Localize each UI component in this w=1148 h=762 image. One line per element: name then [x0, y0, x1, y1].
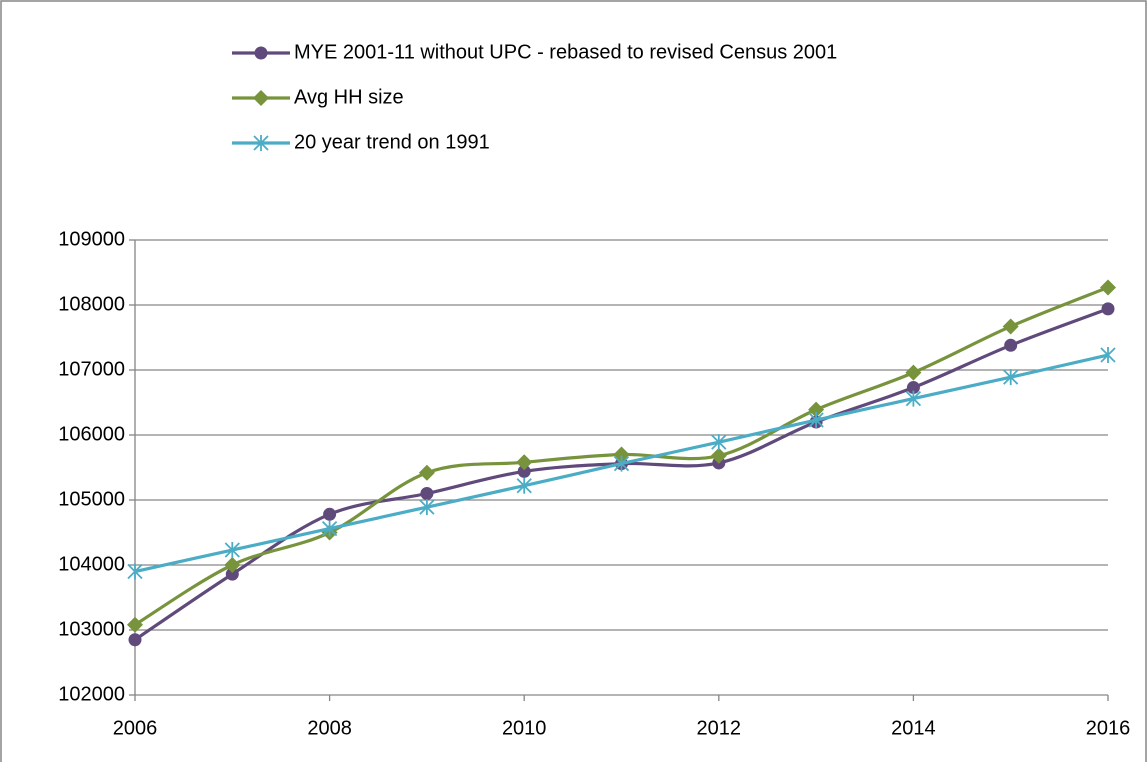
marker: [613, 455, 630, 472]
marker: [254, 46, 268, 60]
y-tick-label: 109000: [58, 228, 125, 250]
marker: [1003, 369, 1019, 386]
marker: [905, 390, 922, 407]
marker: [710, 447, 727, 464]
marker: [711, 434, 727, 451]
marker: [1004, 338, 1018, 352]
marker: [225, 567, 239, 581]
marker: [906, 381, 920, 395]
marker: [253, 90, 269, 106]
marker: [224, 542, 240, 559]
y-tick-label: 106000: [58, 423, 125, 445]
y-tick-label: 105000: [58, 488, 125, 510]
marker: [323, 507, 337, 521]
marker: [321, 520, 338, 537]
marker: [127, 563, 143, 580]
marker: [419, 499, 435, 516]
y-tick-label: 103000: [58, 618, 125, 640]
legend-label: Avg HH size: [294, 86, 404, 108]
marker: [420, 487, 434, 500]
x-tick-label: 2010: [502, 717, 547, 739]
marker: [516, 454, 533, 471]
marker: [224, 557, 241, 573]
y-tick-label: 108000: [58, 293, 125, 315]
marker: [517, 464, 531, 478]
marker: [253, 135, 269, 151]
x-tick-label: 2014: [891, 717, 936, 739]
x-tick-label: 2006: [113, 717, 158, 739]
x-tick-label: 2012: [697, 717, 742, 739]
legend-label: MYE 2001-11 without UPC - rebased to rev…: [294, 41, 837, 63]
marker: [127, 616, 143, 633]
x-tick-label: 2008: [307, 717, 352, 739]
marker: [128, 633, 142, 647]
marker: [1002, 318, 1019, 335]
marker: [1100, 347, 1116, 364]
y-tick-label: 102000: [58, 683, 125, 705]
marker: [808, 401, 825, 418]
x-tick-label: 2016: [1086, 717, 1131, 739]
marker: [808, 412, 824, 429]
marker: [1101, 302, 1115, 316]
y-tick-label: 104000: [58, 553, 125, 575]
marker: [905, 364, 922, 381]
marker: [1100, 279, 1116, 296]
legend-label: 20 year trend on 1991: [294, 131, 490, 153]
y-tick-label: 107000: [58, 358, 125, 380]
marker: [516, 477, 532, 494]
marker: [418, 464, 435, 481]
